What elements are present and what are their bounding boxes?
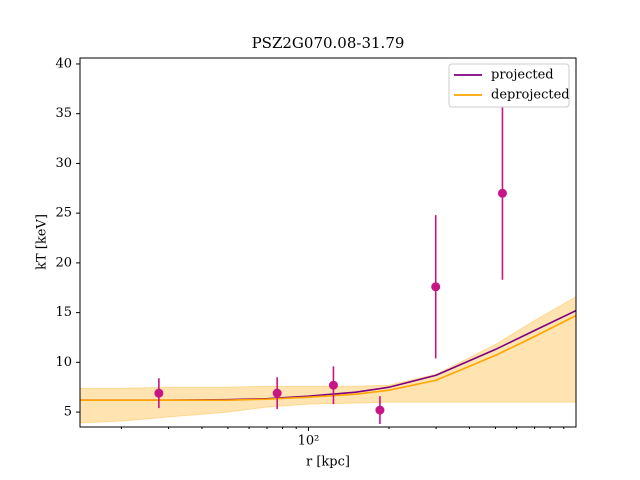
y-axis-label: kT [keV] <box>35 214 50 270</box>
confidence-band <box>80 296 576 424</box>
y-tick-label: 10 <box>55 355 72 370</box>
legend-label: projected <box>491 68 554 83</box>
x-axis-label: r [kpc] <box>306 455 350 470</box>
plot-area <box>80 106 576 425</box>
data-point <box>154 388 164 398</box>
data-point <box>431 282 441 292</box>
data-point <box>328 380 338 390</box>
x-tick-label: 10² <box>298 434 320 449</box>
series-line <box>80 314 576 401</box>
y-tick-label: 40 <box>55 56 72 71</box>
legend-label: deprojected <box>491 88 570 103</box>
y-tick-label: 20 <box>55 255 72 270</box>
y-tick-label: 15 <box>55 305 72 320</box>
y-tick-label: 30 <box>55 156 72 171</box>
y-tick-label: 25 <box>55 206 72 221</box>
data-point <box>497 188 507 198</box>
chart-title: PSZ2G070.08-31.79 <box>252 34 405 52</box>
y-tick-label: 35 <box>55 106 72 121</box>
data-point <box>272 388 282 398</box>
data-point <box>375 405 385 415</box>
plot-frame <box>79 57 577 428</box>
y-tick-label: 5 <box>64 405 72 420</box>
